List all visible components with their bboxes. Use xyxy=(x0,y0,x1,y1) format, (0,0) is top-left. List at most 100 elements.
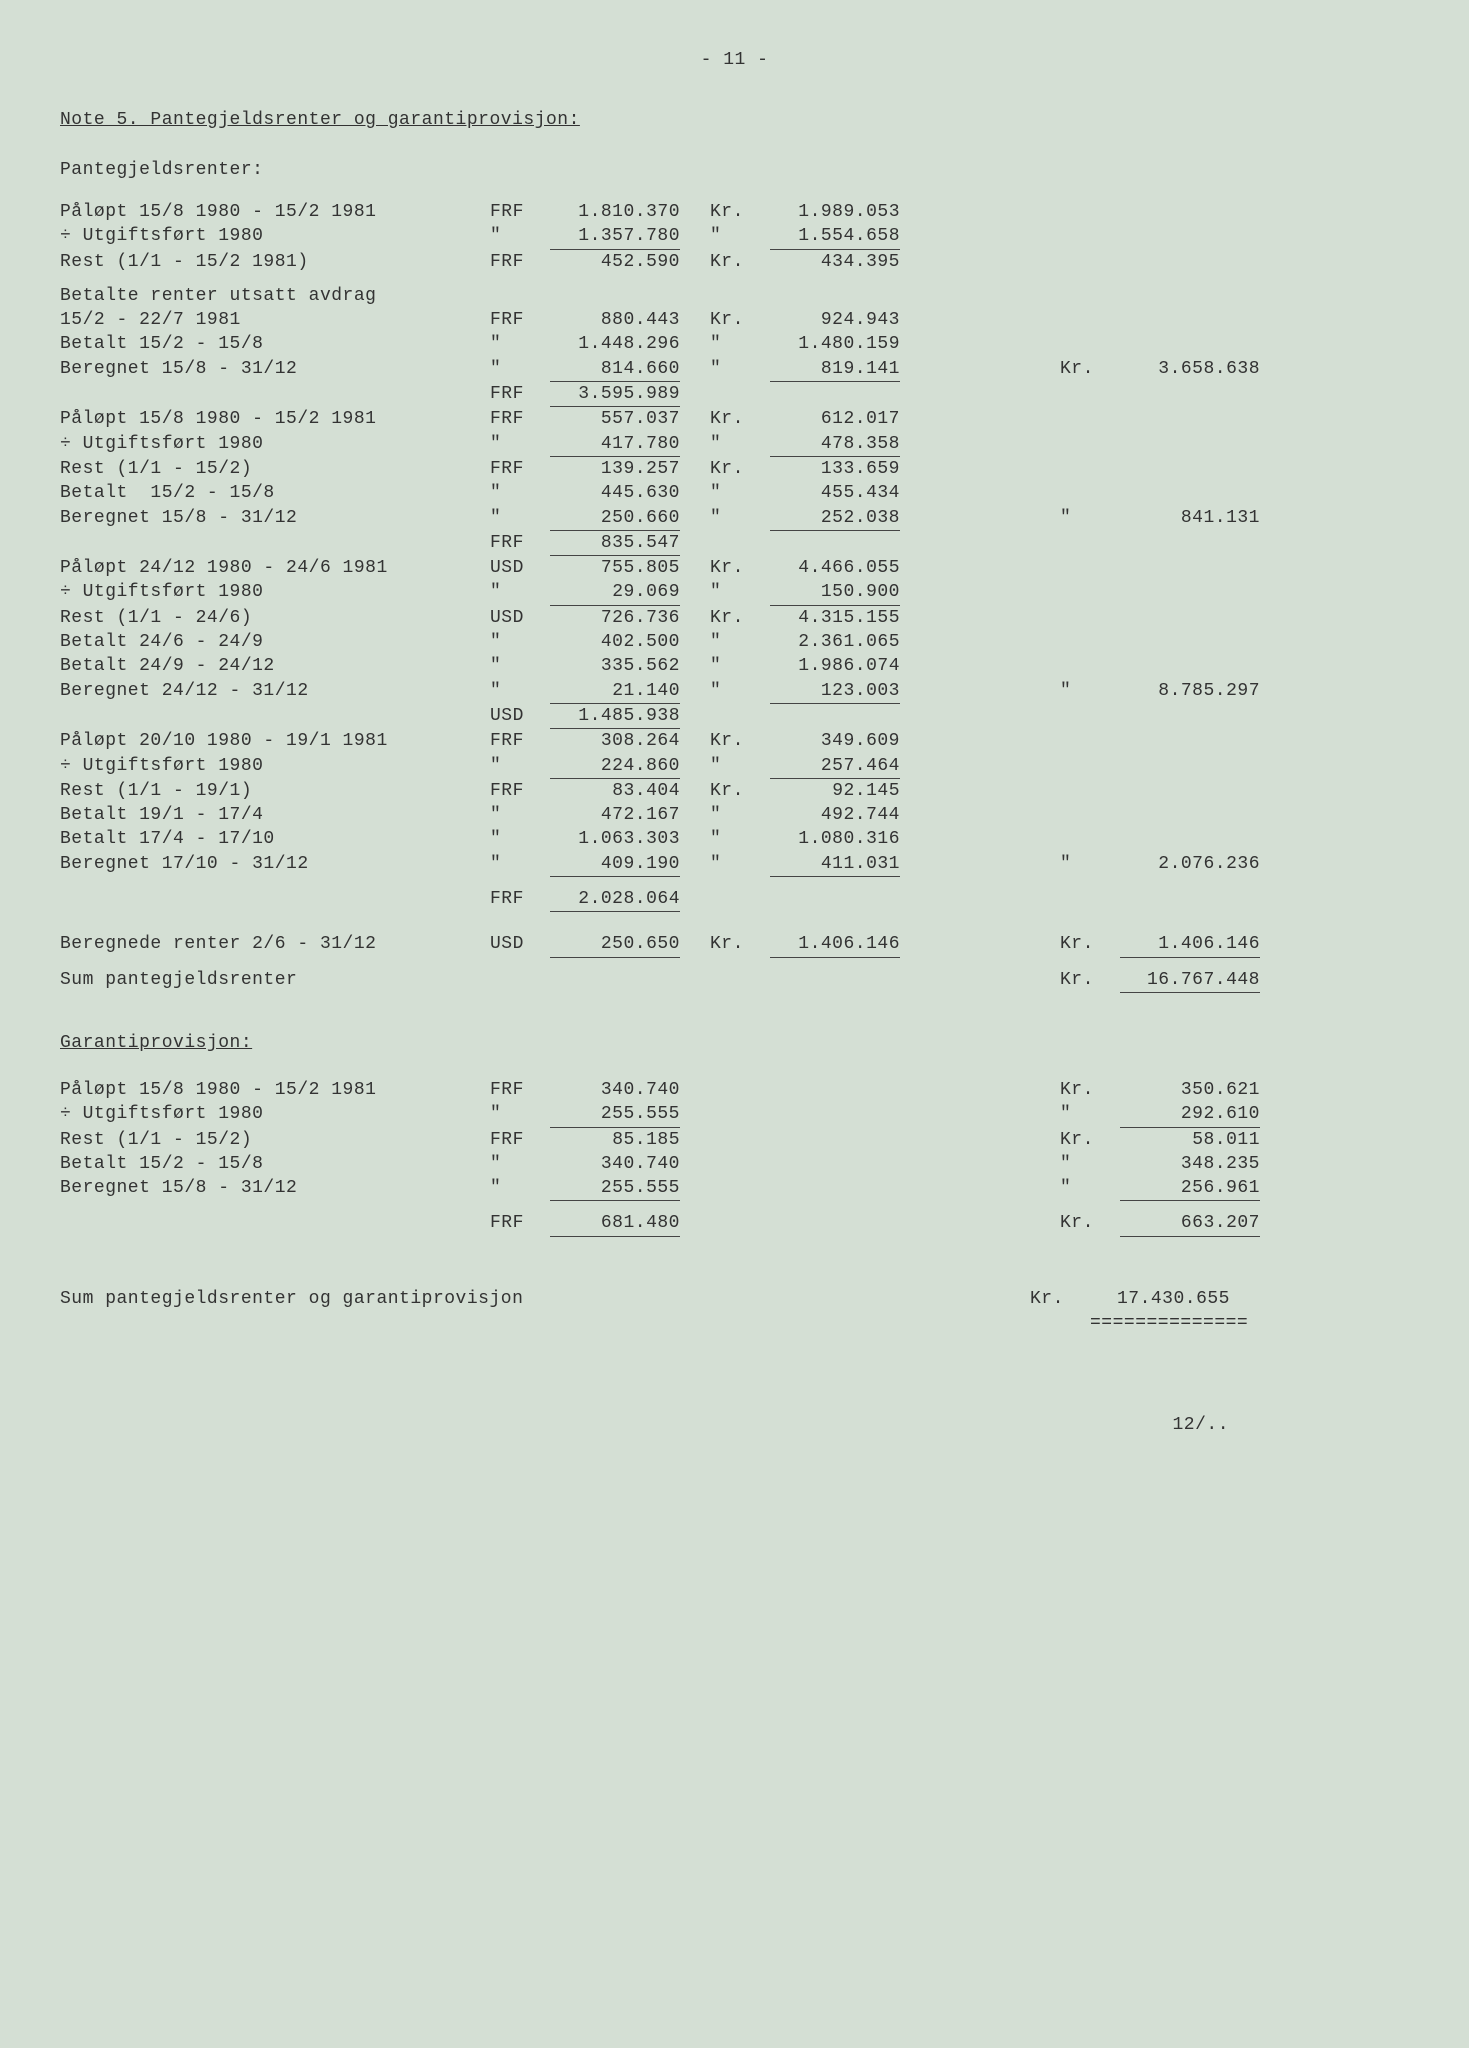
row-description: Betalt 15/2 - 15/8 xyxy=(60,481,490,505)
table-row: Rest (1/1 - 15/2)FRF139.257Kr.133.659 xyxy=(60,457,1409,481)
amount-1: 255.555 xyxy=(550,1176,680,1201)
currency-1: USD xyxy=(490,704,550,729)
row-description xyxy=(60,704,490,729)
amount-2 xyxy=(770,284,900,308)
amount-2: 4.466.055 xyxy=(770,556,900,580)
currency-2: Kr. xyxy=(710,779,770,803)
table-row: USD1.485.938 xyxy=(60,704,1409,729)
currency-1: USD xyxy=(490,606,550,630)
page-continuation: 12/.. xyxy=(60,1415,1409,1435)
row-description: Rest (1/1 - 19/1) xyxy=(60,779,490,803)
amount-1: 21.140 xyxy=(550,679,680,704)
amount-2 xyxy=(770,1176,900,1201)
amount-1 xyxy=(550,968,680,993)
row-description: ÷ Utgiftsført 1980 xyxy=(60,1102,490,1127)
amount-1: 1.810.370 xyxy=(550,200,680,224)
table-row: Betalt 17/4 - 17/10"1.063.303"1.080.316 xyxy=(60,827,1409,851)
row-description: Betalt 17/4 - 17/10 xyxy=(60,827,490,851)
table-row: Betalt 15/2 - 15/8"445.630"455.434 xyxy=(60,481,1409,505)
currency-3: Kr. xyxy=(1060,1211,1120,1236)
row-description: 15/2 - 22/7 1981 xyxy=(60,308,490,332)
amount-3 xyxy=(1120,606,1260,630)
table-row: Påløpt 15/8 1980 - 15/2 1981FRF1.810.370… xyxy=(60,200,1409,224)
currency-3 xyxy=(1060,556,1120,580)
amount-1: 445.630 xyxy=(550,481,680,505)
row-description: Påløpt 15/8 1980 - 15/2 1981 xyxy=(60,1078,490,1102)
row-description: Beregnet 24/12 - 31/12 xyxy=(60,679,490,704)
currency-3 xyxy=(1060,432,1120,457)
currency-1: " xyxy=(490,481,550,505)
currency-1 xyxy=(490,968,550,993)
amount-3: 256.961 xyxy=(1120,1176,1260,1201)
amount-1: 255.555 xyxy=(550,1102,680,1127)
currency-3 xyxy=(1060,531,1120,556)
row-description: Rest (1/1 - 24/6) xyxy=(60,606,490,630)
amount-1: 452.590 xyxy=(550,250,680,274)
amount-2 xyxy=(770,382,900,407)
amount-1: 1.448.296 xyxy=(550,332,680,356)
currency-2: Kr. xyxy=(710,308,770,332)
amount-3: 841.131 xyxy=(1120,506,1260,531)
currency-3: Kr. xyxy=(1060,968,1120,993)
table-row: FRF2.028.064 xyxy=(60,887,1409,912)
amount-3: 663.207 xyxy=(1120,1211,1260,1236)
row-description: Betalt 24/9 - 24/12 xyxy=(60,654,490,678)
amount-3: 8.785.297 xyxy=(1120,679,1260,704)
amount-2: 434.395 xyxy=(770,250,900,274)
currency-2 xyxy=(710,1078,770,1102)
currency-3 xyxy=(1060,827,1120,851)
amount-3: 350.621 xyxy=(1120,1078,1260,1102)
currency-1: " xyxy=(490,1176,550,1201)
amount-2: 1.986.074 xyxy=(770,654,900,678)
currency-3: " xyxy=(1060,852,1120,877)
amount-2: 1.406.146 xyxy=(770,932,900,957)
amount-2 xyxy=(770,1102,900,1127)
amount-3 xyxy=(1120,250,1260,274)
currency-3 xyxy=(1060,332,1120,356)
row-description: Betalt 15/2 - 15/8 xyxy=(60,1152,490,1176)
amount-1: 2.028.064 xyxy=(550,887,680,912)
row-description: Rest (1/1 - 15/2 1981) xyxy=(60,250,490,274)
currency-3 xyxy=(1060,803,1120,827)
table-row: Påløpt 24/12 1980 - 24/6 1981USD755.805K… xyxy=(60,556,1409,580)
table-row: Rest (1/1 - 19/1)FRF83.404Kr.92.145 xyxy=(60,779,1409,803)
amount-3: 292.610 xyxy=(1120,1102,1260,1127)
amount-2 xyxy=(770,1078,900,1102)
amount-3: 348.235 xyxy=(1120,1152,1260,1176)
amount-3 xyxy=(1120,332,1260,356)
amount-1: 85.185 xyxy=(550,1128,680,1152)
section-head-garanti: Garantiprovisjon: xyxy=(60,1033,1409,1053)
row-description: Påløpt 24/12 1980 - 24/6 1981 xyxy=(60,556,490,580)
currency-2: Kr. xyxy=(710,606,770,630)
amount-2 xyxy=(770,704,900,729)
currency-2: Kr. xyxy=(710,457,770,481)
amount-1: 250.660 xyxy=(550,506,680,531)
currency-1: USD xyxy=(490,556,550,580)
currency-3: Kr. xyxy=(1060,357,1120,382)
currency-1: " xyxy=(490,654,550,678)
currency-1: FRF xyxy=(490,531,550,556)
currency-1: " xyxy=(490,224,550,249)
currency-1: FRF xyxy=(490,1078,550,1102)
row-description: Betalt 24/6 - 24/9 xyxy=(60,630,490,654)
amount-3 xyxy=(1120,284,1260,308)
amount-2: 492.744 xyxy=(770,803,900,827)
row-description xyxy=(60,1211,490,1236)
table-row: Betalt 15/2 - 15/8"340.740"348.235 xyxy=(60,1152,1409,1176)
page-number: - 11 - xyxy=(60,50,1409,70)
amount-1: 1.485.938 xyxy=(550,704,680,729)
amount-1: 472.167 xyxy=(550,803,680,827)
amount-2: 2.361.065 xyxy=(770,630,900,654)
amount-2 xyxy=(770,531,900,556)
table-row: Beregnet 24/12 - 31/12"21.140"123.003"8.… xyxy=(60,679,1409,704)
amount-2: 1.480.159 xyxy=(770,332,900,356)
row-description: ÷ Utgiftsført 1980 xyxy=(60,432,490,457)
table-row: 15/2 - 22/7 1981FRF880.443Kr.924.943 xyxy=(60,308,1409,332)
amount-2 xyxy=(770,1211,900,1236)
table-row: FRF3.595.989 xyxy=(60,382,1409,407)
table-garanti: Påløpt 15/8 1980 - 15/2 1981FRF340.740Kr… xyxy=(60,1078,1409,1237)
amount-1: 308.264 xyxy=(550,729,680,753)
amount-2: 411.031 xyxy=(770,852,900,877)
currency-3: " xyxy=(1060,679,1120,704)
amount-3 xyxy=(1120,407,1260,431)
